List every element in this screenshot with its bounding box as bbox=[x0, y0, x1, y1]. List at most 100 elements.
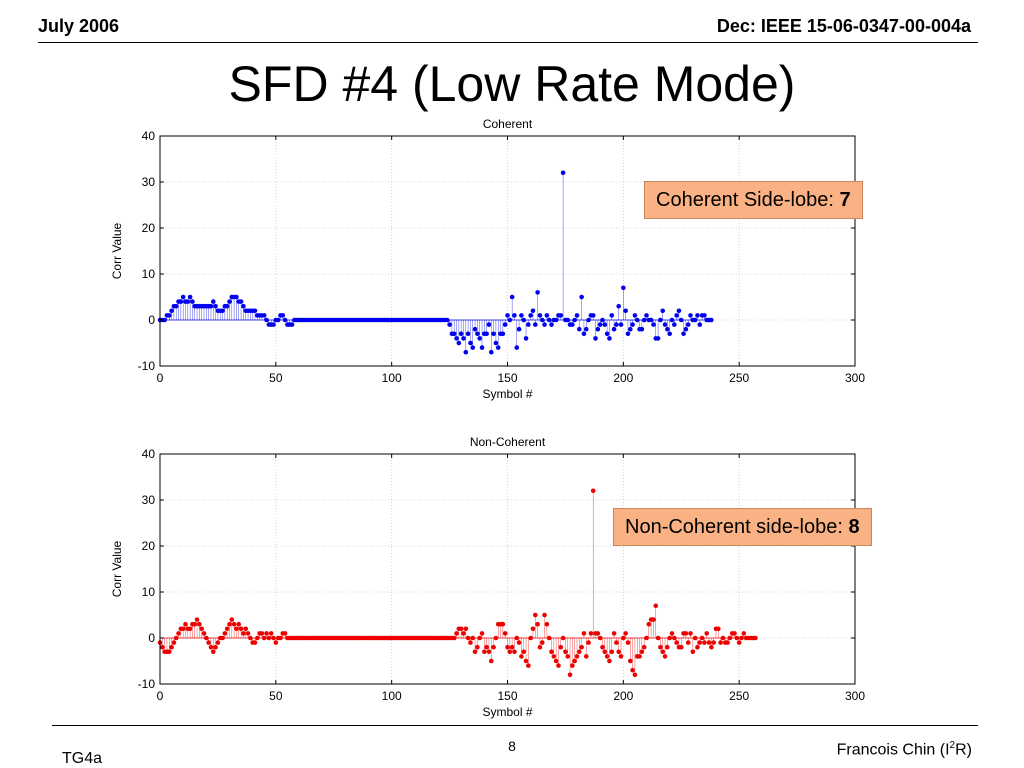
data-point bbox=[544, 621, 550, 627]
data-point bbox=[678, 644, 684, 650]
data-point bbox=[224, 626, 230, 632]
data-point bbox=[187, 294, 193, 300]
data-point bbox=[169, 308, 174, 314]
data-point bbox=[479, 631, 485, 636]
data-point bbox=[725, 640, 730, 645]
header-date: July 2006 bbox=[38, 16, 120, 36]
data-point bbox=[210, 299, 216, 304]
data-point bbox=[528, 635, 533, 641]
data-point bbox=[470, 635, 476, 641]
data-point bbox=[461, 336, 466, 341]
data-point bbox=[602, 649, 608, 655]
data-point bbox=[470, 345, 476, 350]
data-point bbox=[458, 626, 464, 632]
data-point bbox=[549, 322, 554, 327]
data-point bbox=[220, 308, 225, 314]
data-point bbox=[192, 621, 198, 627]
data-point bbox=[546, 635, 552, 641]
data-point bbox=[602, 322, 608, 327]
y-axis-label: Corr Value bbox=[110, 540, 124, 597]
x-tick-label: 200 bbox=[613, 689, 633, 703]
data-point bbox=[185, 299, 191, 304]
data-point bbox=[447, 322, 452, 327]
data-point bbox=[621, 285, 626, 291]
data-point bbox=[618, 654, 624, 659]
data-point bbox=[231, 621, 237, 627]
data-point bbox=[597, 635, 603, 641]
data-point bbox=[672, 322, 677, 327]
data-point bbox=[463, 626, 469, 632]
data-point bbox=[206, 640, 211, 645]
data-point bbox=[542, 612, 547, 618]
data-point bbox=[625, 331, 631, 337]
data-point bbox=[630, 322, 635, 327]
data-point bbox=[264, 317, 269, 323]
data-point bbox=[558, 313, 564, 318]
data-point bbox=[215, 640, 221, 645]
data-point bbox=[241, 631, 246, 636]
data-point bbox=[512, 313, 517, 318]
data-point bbox=[173, 303, 179, 309]
data-point bbox=[493, 340, 499, 346]
x-tick-label: 300 bbox=[845, 689, 865, 703]
data-point bbox=[699, 635, 705, 641]
data-point bbox=[732, 631, 737, 636]
data-point bbox=[166, 313, 172, 318]
data-point bbox=[514, 635, 520, 641]
data-point bbox=[551, 654, 557, 659]
data-point bbox=[627, 326, 633, 332]
data-point bbox=[644, 635, 649, 641]
data-point bbox=[753, 635, 758, 641]
data-point bbox=[451, 635, 457, 641]
data-point bbox=[639, 326, 645, 332]
data-point bbox=[607, 336, 612, 341]
data-point bbox=[583, 654, 589, 659]
data-point bbox=[674, 313, 679, 318]
x-tick-label: 300 bbox=[845, 371, 865, 385]
data-point bbox=[567, 672, 573, 678]
y-tick-label: 0 bbox=[148, 631, 155, 645]
data-point bbox=[593, 336, 598, 341]
data-point bbox=[546, 317, 552, 323]
data-point bbox=[565, 317, 571, 323]
data-point bbox=[220, 635, 225, 641]
y-tick-label: -10 bbox=[138, 677, 156, 691]
data-point bbox=[535, 621, 540, 627]
data-point bbox=[236, 621, 242, 627]
data-point bbox=[662, 654, 668, 659]
data-point bbox=[672, 635, 677, 641]
data-point bbox=[254, 635, 260, 641]
y-tick-label: -10 bbox=[138, 359, 156, 373]
data-point bbox=[507, 649, 513, 655]
x-tick-label: 250 bbox=[729, 371, 749, 385]
data-point bbox=[741, 631, 747, 636]
data-point bbox=[171, 640, 177, 645]
data-point bbox=[461, 631, 466, 636]
data-point bbox=[210, 649, 216, 655]
coherent-chart: 0 50 100 150 200 250 300-10010203040CoherentSy… bbox=[110, 117, 865, 401]
data-point bbox=[583, 326, 589, 332]
data-point bbox=[180, 294, 186, 300]
y-tick-label: 30 bbox=[142, 175, 156, 189]
data-point bbox=[500, 621, 506, 627]
data-point bbox=[641, 317, 647, 323]
callout-value: 7 bbox=[839, 189, 851, 211]
data-point bbox=[621, 635, 626, 641]
y-tick-label: 40 bbox=[142, 447, 156, 461]
data-point bbox=[514, 345, 520, 350]
x-axis-label: Symbol # bbox=[482, 705, 532, 719]
callout-label: Coherent Side-lobe: bbox=[656, 189, 834, 211]
data-point bbox=[692, 635, 698, 641]
data-point bbox=[641, 644, 647, 650]
noncoherent-chart: 0 50 100 150 200 250 300-10010203040Non-Cohere… bbox=[110, 435, 865, 719]
data-point bbox=[574, 313, 580, 318]
data-point bbox=[273, 640, 279, 645]
data-point bbox=[688, 313, 693, 318]
data-point bbox=[560, 635, 566, 641]
data-point bbox=[704, 631, 710, 636]
data-point bbox=[690, 649, 696, 655]
data-point bbox=[502, 631, 508, 636]
data-point bbox=[282, 317, 288, 323]
data-point bbox=[563, 649, 568, 655]
data-point bbox=[572, 317, 577, 323]
